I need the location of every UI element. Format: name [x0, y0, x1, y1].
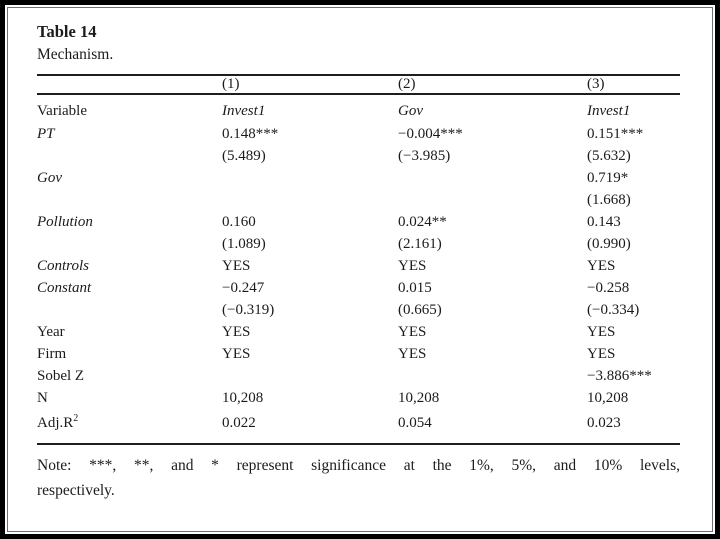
data-cell: 10,208 [587, 390, 629, 406]
row-label: Sobel Z [37, 368, 85, 384]
data-cell: YES [587, 324, 616, 340]
data-cell: −3.886*** [587, 368, 652, 384]
table-note-line2: respectively. [37, 482, 115, 499]
data-cell: 0.160 [222, 214, 256, 230]
row-label: PT [37, 126, 55, 142]
table-note-line1: Note: ***, **, and * represent significa… [37, 457, 680, 474]
table-row: Sobel Z −3.886*** [37, 365, 680, 387]
table-row: Adj.R2 0.022 0.054 0.023 [37, 409, 680, 444]
row-label [37, 299, 222, 321]
data-cell [398, 189, 587, 211]
paper-page: Table 14 Mechanism. (1) (2) (3) Vari [7, 7, 713, 532]
row-label [37, 145, 222, 167]
data-cell [222, 365, 398, 387]
data-cell: YES [398, 346, 427, 362]
data-cell: 0.143 [587, 214, 621, 230]
row-label [37, 233, 222, 255]
data-cell [398, 365, 587, 387]
row-label-text: Adj.R [37, 415, 74, 431]
table-row: Firm YES YES YES [37, 343, 680, 365]
data-cell: 0.022 [222, 415, 256, 431]
column-header-blank [37, 75, 222, 95]
data-cell [398, 167, 587, 189]
data-cell: −0.258 [587, 280, 630, 296]
row-label-superscript: 2 [73, 413, 79, 424]
table-row: PT 0.148*** −0.004*** 0.151*** [37, 123, 680, 145]
data-cell: (−3.985) [398, 148, 451, 164]
data-cell: 10,208 [398, 390, 440, 406]
row-label: Year [37, 324, 65, 340]
table-row: N 10,208 10,208 10,208 [37, 387, 680, 409]
column-header-3: (3) [587, 75, 680, 95]
data-cell [222, 189, 398, 211]
table-row: (1.668) [37, 189, 680, 211]
table-row: Controls YES YES YES [37, 255, 680, 277]
data-cell: (0.990) [587, 236, 631, 252]
table-row: Gov 0.719* [37, 167, 680, 189]
data-cell: (0.665) [398, 302, 442, 318]
row-label: Constant [37, 280, 92, 296]
row-label: Pollution [37, 214, 93, 230]
data-cell: (−0.334) [587, 302, 640, 318]
row-label: Variable [37, 102, 87, 119]
data-cell [222, 167, 398, 189]
data-cell: 10,208 [222, 390, 264, 406]
data-cell: 0.023 [587, 415, 621, 431]
row-label: Gov [37, 170, 62, 186]
data-cell: YES [398, 324, 427, 340]
data-cell: 0.719* [587, 170, 629, 186]
column-header-2: (2) [398, 75, 587, 95]
data-cell: 0.015 [398, 280, 432, 296]
table-row: Constant −0.247 0.015 −0.258 [37, 277, 680, 299]
data-cell: (1.668) [587, 192, 631, 208]
results-table: (1) (2) (3) Variable Invest1 Gov Invest1… [37, 74, 680, 445]
table-caption: Mechanism. [37, 46, 114, 63]
row-label: N [37, 390, 48, 406]
table-row: Pollution 0.160 0.024** 0.143 [37, 211, 680, 233]
table-row: Variable Invest1 Gov Invest1 [37, 94, 680, 123]
data-cell: (5.489) [222, 148, 266, 164]
data-cell: (1.089) [222, 236, 266, 252]
row-label: Controls [37, 258, 89, 274]
table-title: Table 14 [37, 22, 97, 41]
data-cell: 0.148*** [222, 126, 279, 142]
data-cell: YES [587, 258, 616, 274]
data-cell: (2.161) [398, 236, 442, 252]
data-cell: −0.004*** [398, 126, 463, 142]
table-row: Year YES YES YES [37, 321, 680, 343]
data-cell: 0.054 [398, 415, 432, 431]
data-cell: −0.247 [222, 280, 265, 296]
table-row: (5.489) (−3.985) (5.632) [37, 145, 680, 167]
column-header-1: (1) [222, 75, 398, 95]
table-note: Note: ***, **, and * represent significa… [37, 453, 680, 503]
data-cell: 0.024** [398, 214, 447, 230]
table-row: (1.089) (2.161) (0.990) [37, 233, 680, 255]
row-label: Firm [37, 346, 67, 362]
row-label [37, 189, 222, 211]
table-row: (−0.319) (0.665) (−0.334) [37, 299, 680, 321]
data-cell: YES [398, 258, 427, 274]
row-label: Adj.R2 [37, 409, 222, 444]
header-row: (1) (2) (3) [37, 75, 680, 95]
data-cell: YES [587, 346, 616, 362]
data-cell: YES [222, 324, 251, 340]
data-cell: (−0.319) [222, 302, 275, 318]
data-cell: Invest1 [587, 102, 631, 119]
data-cell: 0.151*** [587, 126, 644, 142]
data-cell: Invest1 [222, 102, 266, 119]
data-cell: (5.632) [587, 148, 631, 164]
data-cell: Gov [398, 102, 423, 119]
data-cell: YES [222, 258, 251, 274]
page-outer: Table 14 Mechanism. (1) (2) (3) Vari [5, 5, 715, 534]
data-cell: YES [222, 346, 251, 362]
